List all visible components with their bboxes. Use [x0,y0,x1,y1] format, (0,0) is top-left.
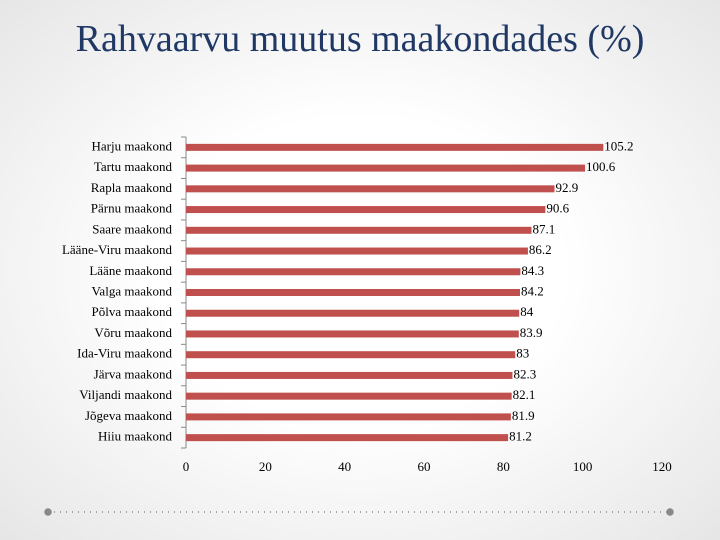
x-tick-label: 20 [259,459,272,474]
value-label: 84.2 [521,283,544,298]
value-label: 83 [516,346,529,361]
bar [186,413,511,421]
value-label: 105.2 [604,138,633,153]
y-tick-label: Hiiu maakond [98,429,173,444]
x-tick-label: 60 [418,459,431,474]
y-tick-label: Jõgeva maakond [85,408,173,423]
value-label: 82.3 [513,366,536,381]
value-label: 86.2 [529,242,552,257]
value-label: 92.9 [556,180,579,195]
dot [44,508,52,516]
bar [186,247,528,255]
bar [186,164,586,172]
x-tick-label: 100 [573,459,593,474]
value-label: 83.9 [520,325,543,340]
bar [186,309,520,317]
dot [666,508,674,516]
y-tick-label: Tartu maakond [94,159,173,174]
bar [186,268,521,276]
y-tick-label: Harju maakond [91,138,172,153]
value-label: 81.9 [512,408,535,423]
value-label: 84.3 [521,263,544,278]
y-tick-label: Lääne maakond [89,263,172,278]
bar [186,289,520,296]
x-tick-label: 0 [183,459,190,474]
y-tick-label: Rapla maakond [91,180,173,195]
chart-title: Rahvaarvu muutus maakondades (%) [75,18,645,60]
y-tick-label: Põlva maakond [91,304,172,319]
y-tick-label: Lääne-Viru maakond [62,242,173,257]
bar [186,351,516,359]
decoration [44,508,674,516]
value-label: 81.2 [509,429,532,444]
y-tick-label: Valga maakond [91,283,172,298]
x-tick-label: 80 [497,459,510,474]
bar [186,330,519,338]
y-tick-label: Võru maakond [94,325,172,340]
value-label: 84 [520,304,534,319]
y-tick-label: Saare maakond [92,221,172,236]
bar [186,206,546,214]
bar [186,143,604,151]
y-tick-label: Järva maakond [94,366,173,381]
y-tick-label: Viljandi maakond [79,387,172,402]
y-tick-label: Pärnu maakond [91,201,173,216]
bar [186,434,509,442]
value-label: 100.6 [586,159,616,174]
x-tick-label: 40 [338,459,351,474]
value-label: 82.1 [513,387,536,402]
bar [186,371,513,379]
value-label: 87.1 [532,221,555,236]
x-tick-label: 120 [652,459,672,474]
value-label: 90.6 [546,201,569,216]
bar [186,185,555,193]
bar [186,226,532,234]
y-tick-label: Ida-Viru maakond [77,346,172,361]
bar [186,392,512,400]
